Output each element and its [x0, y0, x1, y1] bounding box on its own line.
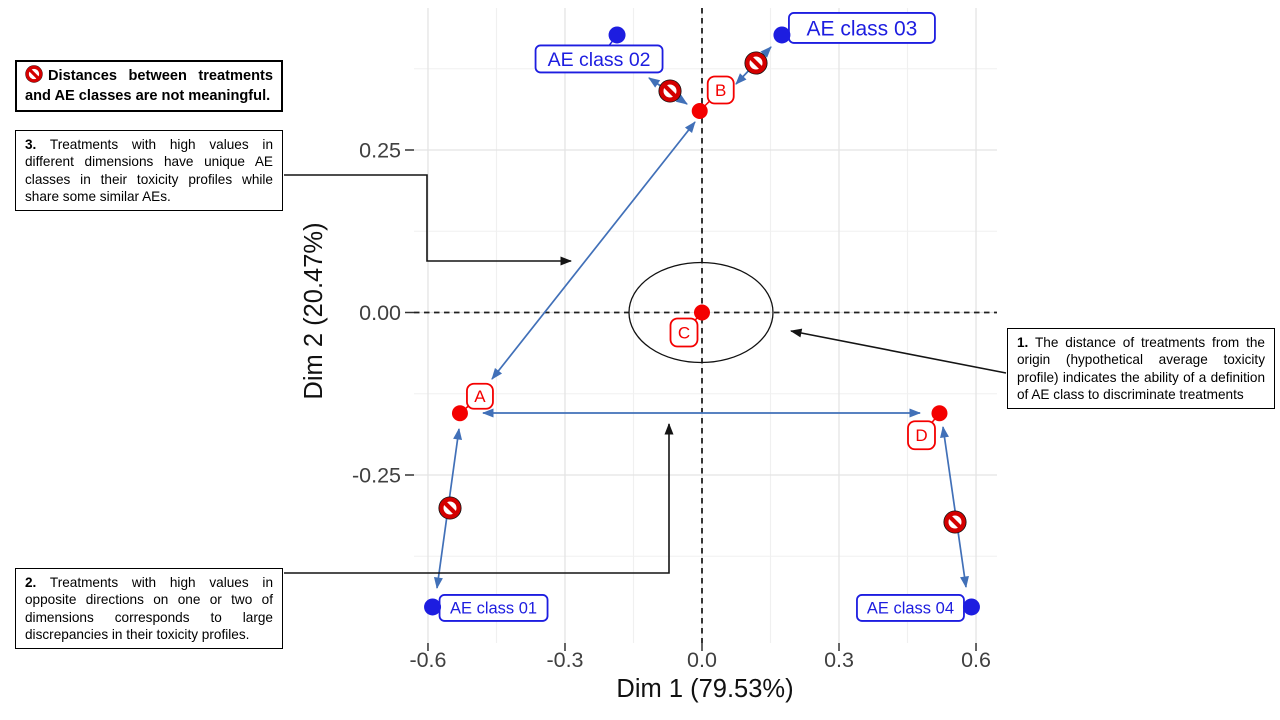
point-label: AE class 02 [548, 49, 651, 71]
point-label: D [915, 426, 927, 445]
no-entry-icon [658, 79, 682, 103]
callout-note1 [790, 328, 1007, 374]
y-axis-title: Dim 2 (20.47%) [300, 222, 328, 399]
treatment-label-box-d [907, 420, 936, 451]
note-number: 1. [1017, 335, 1029, 350]
annotation-note-3: 3. Treatments with high values in differ… [15, 130, 283, 212]
x-tick-label: 0.3 [824, 648, 854, 672]
point-label: B [715, 81, 726, 100]
annotation-note-2: 2. Treatments with high values in opposi… [15, 568, 283, 650]
point-label: AE class 01 [450, 600, 537, 618]
arrow-A-B [491, 121, 696, 380]
note-number: 2. [25, 575, 37, 590]
point-label: AE class 04 [867, 600, 954, 618]
ae-class-label-box-ae-class-03 [788, 12, 936, 44]
axes: -0.6 -0.3 0.0 0.3 0.6 0.25 0.00 -0.25 Dim 1 (79.… [300, 139, 991, 704]
y-tick-label: 0.25 [359, 139, 401, 163]
point-label: C [678, 323, 690, 342]
gridlines [414, 8, 997, 643]
treatment-point-c [694, 304, 710, 321]
x-tick-label: 0.6 [961, 648, 991, 672]
no-entry-icon [25, 65, 43, 83]
ae-class-point-ae-class-03 [773, 26, 791, 44]
note-number: 3. [25, 137, 37, 152]
arrow-D-AE04 [940, 426, 969, 588]
y-tick-label: 0.00 [359, 301, 401, 325]
note-text: Treatments with high values in opposite … [25, 575, 274, 642]
note-text: Treatments with high values in different… [25, 137, 274, 204]
point-label: AE class 03 [806, 17, 917, 40]
ae-class-point-ae-class-04 [962, 598, 980, 616]
no-entry-icon [744, 51, 768, 75]
treatment-label-box-b [706, 75, 735, 105]
treatment-point-a [451, 405, 468, 422]
ae-class-label-box-ae-class-02 [534, 44, 664, 74]
treatment-label-box-a [466, 382, 494, 410]
x-axis-title: Dim 1 (79.53%) [616, 675, 793, 703]
no-entry-icon [943, 510, 967, 534]
warning-note: Distances between treatments and AE clas… [15, 60, 283, 112]
no-entry-icon [438, 496, 462, 520]
y-tick-label: -0.25 [352, 464, 401, 488]
callout-note3 [284, 174, 572, 266]
treatment-point-d [931, 405, 948, 422]
ae-class-point-ae-class-01 [424, 598, 442, 616]
annotation-note-1: 1. The distance of treatments from the o… [1007, 328, 1275, 410]
note-text: The distance of treatments from the orig… [1017, 335, 1265, 402]
treatment-point-b [691, 103, 708, 119]
x-tick-label: 0.0 [687, 648, 717, 672]
callout-note2 [284, 423, 674, 574]
x-tick-label: -0.3 [546, 648, 583, 672]
x-tick-label: -0.6 [409, 648, 446, 672]
treatment-label-box-c [669, 317, 699, 348]
warning-text: Distances between treatments and AE clas… [25, 68, 273, 104]
ae-class-point-ae-class-02 [608, 26, 626, 44]
point-label: A [474, 387, 486, 406]
